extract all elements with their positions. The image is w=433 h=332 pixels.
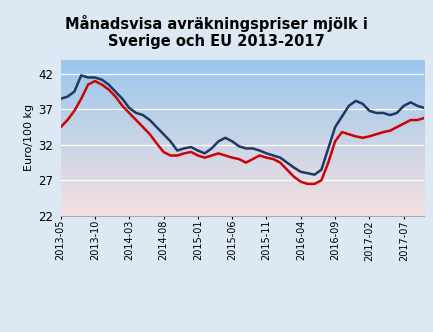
Y-axis label: Euro/100 kg: Euro/100 kg	[24, 104, 34, 171]
Text: Månadsvisa avräkningspriser mjölk i
Sverige och EU 2013-2017: Månadsvisa avräkningspriser mjölk i Sver…	[65, 15, 368, 49]
